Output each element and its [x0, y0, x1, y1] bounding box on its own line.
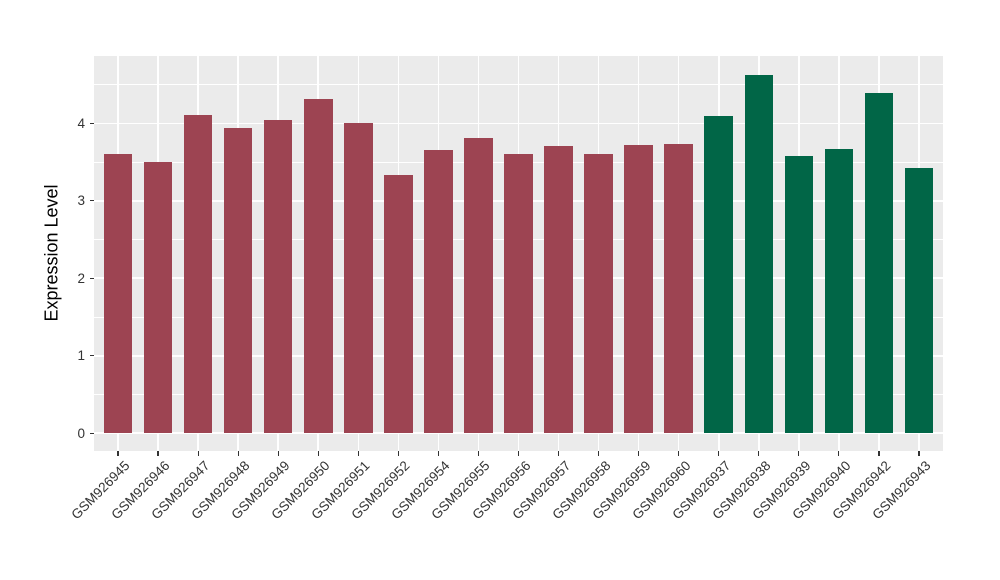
bar-GSM926942 [864, 93, 894, 434]
plot-panel [94, 56, 943, 451]
x-tick-mark [638, 451, 640, 456]
y-axis-title: Expression Level [41, 184, 62, 322]
bar-GSM926959 [624, 145, 653, 434]
bar-GSM926947 [183, 114, 213, 434]
bar-GSM926937 [704, 116, 733, 434]
bar-GSM926960 [664, 143, 693, 434]
bar-GSM926951 [344, 122, 373, 434]
y-tick-label: 2 [77, 270, 85, 286]
bar-GSM926956 [504, 154, 533, 434]
x-tick-mark [237, 451, 239, 456]
bar-GSM926938 [744, 74, 774, 434]
x-tick-mark [517, 451, 520, 456]
x-tick-mark [277, 451, 279, 456]
bar-GSM926939 [784, 155, 814, 434]
bar-GSM926943 [904, 168, 934, 434]
bar-GSM926952 [384, 174, 413, 434]
x-tick-mark [117, 451, 119, 456]
y-tick-mark [89, 432, 94, 434]
y-tick-label: 4 [77, 115, 85, 131]
bar-GSM926955 [464, 138, 493, 434]
bar-GSM926958 [584, 153, 613, 434]
bar-GSM926946 [143, 162, 173, 434]
x-tick-mark [878, 451, 880, 456]
x-tick-mark [918, 451, 920, 456]
x-tick-mark [838, 451, 840, 456]
y-tick-mark [89, 277, 94, 279]
x-tick-mark [557, 451, 560, 456]
y-tick-mark [89, 122, 94, 124]
x-tick-mark [197, 451, 199, 456]
x-tick-mark [157, 451, 159, 456]
bar-GSM926940 [824, 148, 854, 434]
x-tick-mark [437, 451, 439, 456]
bar-GSM926950 [304, 98, 333, 434]
x-tick-mark [397, 451, 399, 456]
y-tick-label: 3 [77, 193, 85, 209]
x-tick-mark [357, 451, 359, 456]
y-tick-label: 1 [77, 348, 85, 364]
x-tick-mark [758, 451, 760, 456]
y-tick-label: 0 [77, 425, 85, 441]
x-tick-mark [718, 451, 720, 456]
bar-GSM926949 [263, 120, 293, 434]
x-tick-mark [678, 451, 680, 456]
y-tick-mark [89, 200, 94, 202]
bar-GSM926954 [424, 150, 453, 434]
x-tick-mark [477, 451, 480, 456]
x-tick-mark [317, 451, 319, 456]
bar-GSM926945 [103, 153, 133, 434]
x-tick-mark [597, 451, 600, 456]
bar-GSM926957 [544, 145, 573, 434]
bar-GSM926948 [223, 128, 253, 434]
x-tick-mark [798, 451, 800, 456]
y-tick-mark [89, 355, 94, 357]
